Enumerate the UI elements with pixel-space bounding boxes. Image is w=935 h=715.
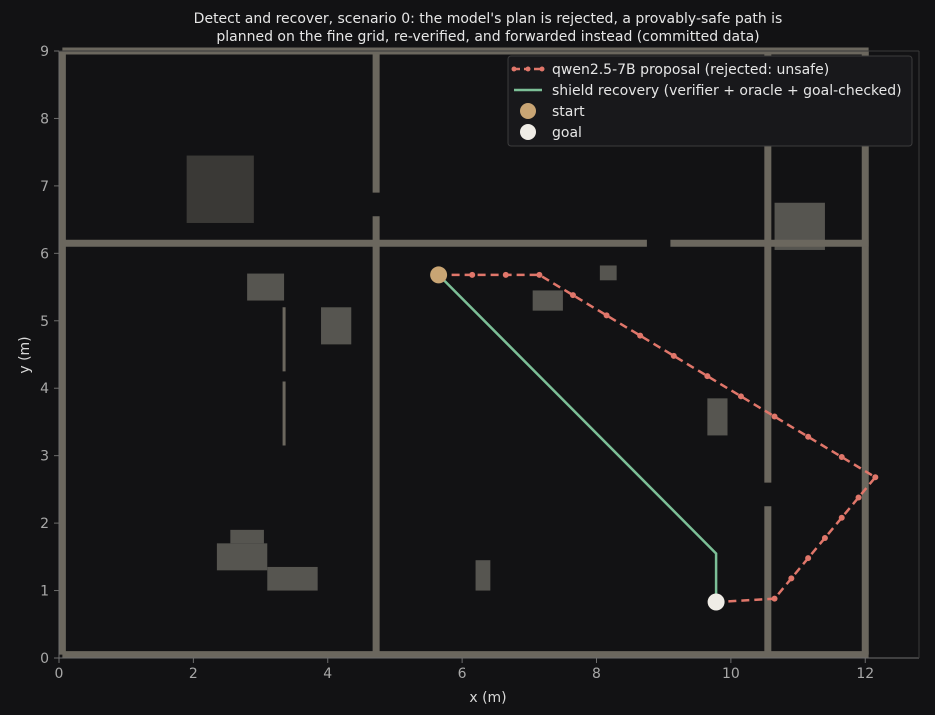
proposal-point-16 (821, 534, 828, 541)
obstacle-10 (475, 560, 491, 591)
proposal-point-17 (805, 555, 812, 562)
y-tick-label-4: 4 (40, 381, 49, 397)
obstacle-5 (707, 398, 728, 436)
legend-box (507, 55, 913, 147)
shield-recovery-line (437, 274, 718, 603)
goal-marker (707, 593, 725, 611)
x-tick-label-10: 10 (722, 666, 740, 682)
y-axis-label: y (m) (17, 336, 33, 373)
proposal-point-4 (569, 292, 576, 299)
x-tick-label-8: 8 (592, 666, 601, 682)
legend-swatch-goal (520, 124, 536, 140)
y-tick-label-5: 5 (40, 314, 49, 330)
obstacle-3 (532, 290, 563, 311)
proposal-point-13 (872, 474, 879, 481)
legend-swatch-proposal-dot-b (525, 66, 531, 72)
y-tick-label-8: 8 (40, 111, 49, 127)
obstacle-7 (230, 529, 264, 544)
proposal-point-19 (771, 595, 778, 602)
x-tick-label-2: 2 (189, 666, 198, 682)
proposal-point-5 (603, 312, 610, 319)
proposal-point-15 (838, 514, 845, 521)
legend-swatch-proposal-dot-a (511, 66, 517, 72)
legend-label-goal: goal (552, 125, 582, 141)
y-tick-label-3: 3 (40, 449, 49, 465)
proposal-point-10 (771, 413, 778, 420)
legend-swatch-start (520, 103, 536, 119)
y-tick-label-0: 0 (40, 651, 49, 667)
obstacle-1 (247, 273, 285, 301)
chart-title-line-1: Detect and recover, scenario 0: the mode… (194, 11, 783, 27)
obstacle-8 (216, 543, 268, 571)
proposal-point-6 (637, 332, 644, 339)
proposal-line (438, 273, 878, 604)
proposal-point-2 (502, 271, 509, 278)
legend-swatch-proposal-dot-c (539, 66, 545, 72)
y-tick-label-6: 6 (40, 246, 49, 262)
obstacle-9 (267, 566, 318, 591)
legend-label-start: start (552, 104, 585, 120)
obstacle-0 (186, 155, 254, 223)
proposal-point-1 (469, 271, 476, 278)
y-tick-label-7: 7 (40, 179, 49, 195)
proposal-point-8 (704, 373, 711, 380)
proposal-point-9 (737, 393, 744, 400)
obstacle-4 (599, 265, 617, 281)
y-tick-label-9: 9 (40, 44, 49, 60)
proposal-point-3 (536, 271, 543, 278)
legend-label-shield: shield recovery (verifier + oracle + goa… (552, 83, 902, 99)
chart-title-line-2: planned on the fine grid, re-verified, a… (216, 29, 759, 45)
x-axis-label: x (m) (469, 690, 506, 706)
y-tick-label-2: 2 (40, 516, 49, 532)
proposal-point-18 (788, 575, 795, 582)
proposal-point-14 (855, 494, 862, 501)
x-tick-label-6: 6 (458, 666, 467, 682)
x-tick-label-0: 0 (55, 666, 64, 682)
x-tick-label-12: 12 (856, 666, 874, 682)
legend-label-proposal: qwen2.5-7B proposal (rejected: unsafe) (552, 62, 829, 78)
proposal-point-11 (805, 433, 812, 440)
proposal-point-7 (670, 352, 677, 359)
y-tick-label-1: 1 (40, 584, 49, 600)
start-marker (430, 266, 448, 284)
x-tick-label-4: 4 (323, 666, 332, 682)
legend: qwen2.5-7B proposal (rejected: unsafe) sh… (507, 55, 913, 147)
proposal-point-12 (838, 454, 845, 461)
obstacle-2 (321, 307, 352, 345)
